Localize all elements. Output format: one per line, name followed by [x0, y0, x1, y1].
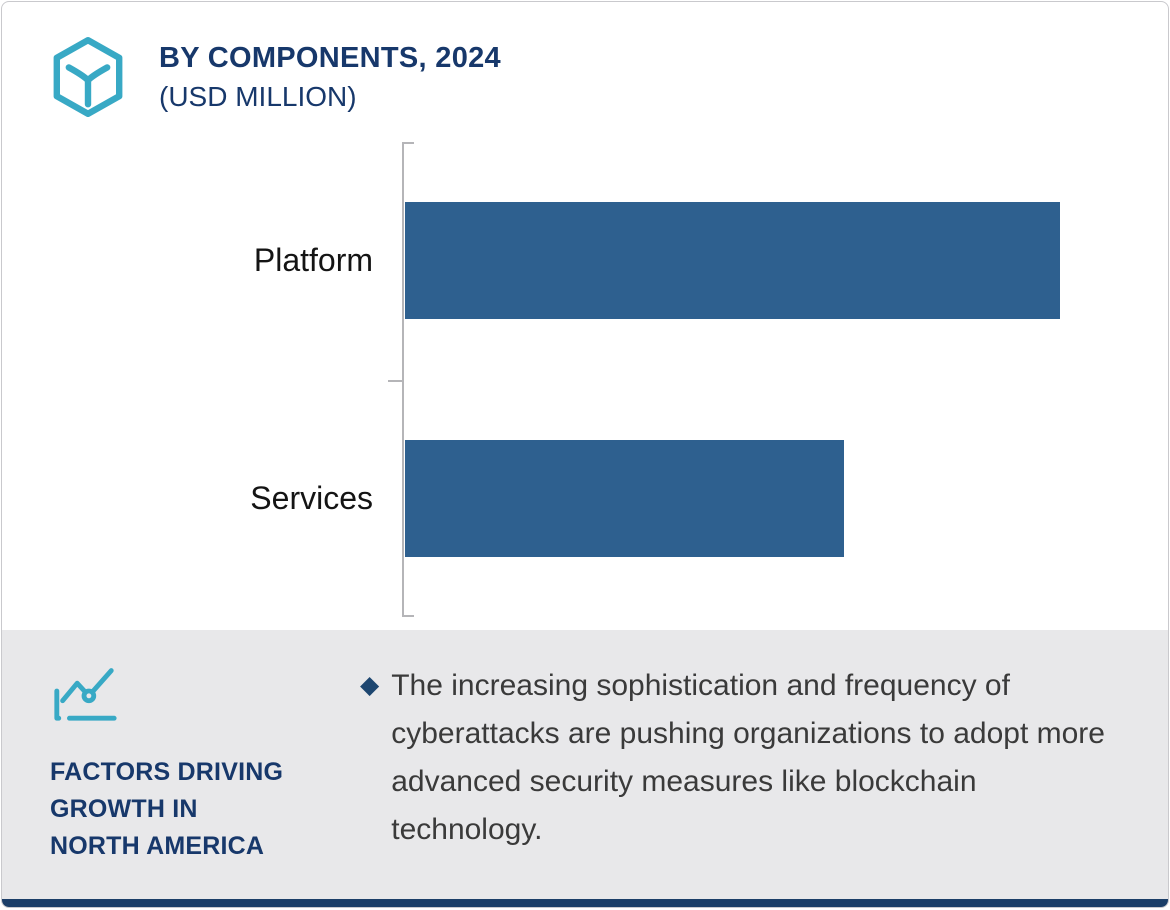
- factors-heading-line-3: NORTH AMERICA: [50, 832, 265, 860]
- header: BY COMPONENTS, 2024 (USD MILLION): [2, 2, 1168, 132]
- bars-container: Platform Services: [2, 142, 1168, 617]
- axis-tick-top: [402, 142, 414, 144]
- bar-row-platform: Platform: [2, 142, 1168, 380]
- axis-tick-middle: [388, 380, 402, 382]
- factors-heading-line-1: FACTORS DRIVING: [50, 758, 284, 786]
- bar-chart: Platform Services: [2, 142, 1168, 617]
- bar-row-services: Services: [2, 380, 1168, 618]
- diamond-bullet-icon: ◆: [360, 671, 380, 699]
- factors-heading-line-2: GROWTH IN: [50, 795, 198, 823]
- hexagon-y-logo-icon: [53, 37, 123, 118]
- chart-title: BY COMPONENTS, 2024: [159, 42, 501, 74]
- chart-titles: BY COMPONENTS, 2024 (USD MILLION): [159, 42, 501, 113]
- chart-subtitle: (USD MILLION): [159, 81, 357, 112]
- footer-strip: [2, 899, 1168, 907]
- category-label-platform: Platform: [253, 242, 373, 279]
- axis-tick-bottom: [402, 615, 414, 617]
- factor-bullet-text: The increasing sophistication and freque…: [391, 669, 1105, 846]
- factors-heading: FACTORS DRIVING GROWTH IN NORTH AMERICA: [50, 754, 283, 865]
- category-label-services: Services: [250, 479, 373, 516]
- bar-services: [405, 439, 844, 557]
- y-axis-line: [402, 142, 404, 617]
- factors-panel: FACTORS DRIVING GROWTH IN NORTH AMERICA …: [2, 630, 1168, 899]
- factor-bullet-item: ◆ The increasing sophistication and freq…: [360, 662, 1130, 854]
- bar-platform: [405, 202, 1060, 320]
- trend-line-chart-icon: [54, 668, 117, 721]
